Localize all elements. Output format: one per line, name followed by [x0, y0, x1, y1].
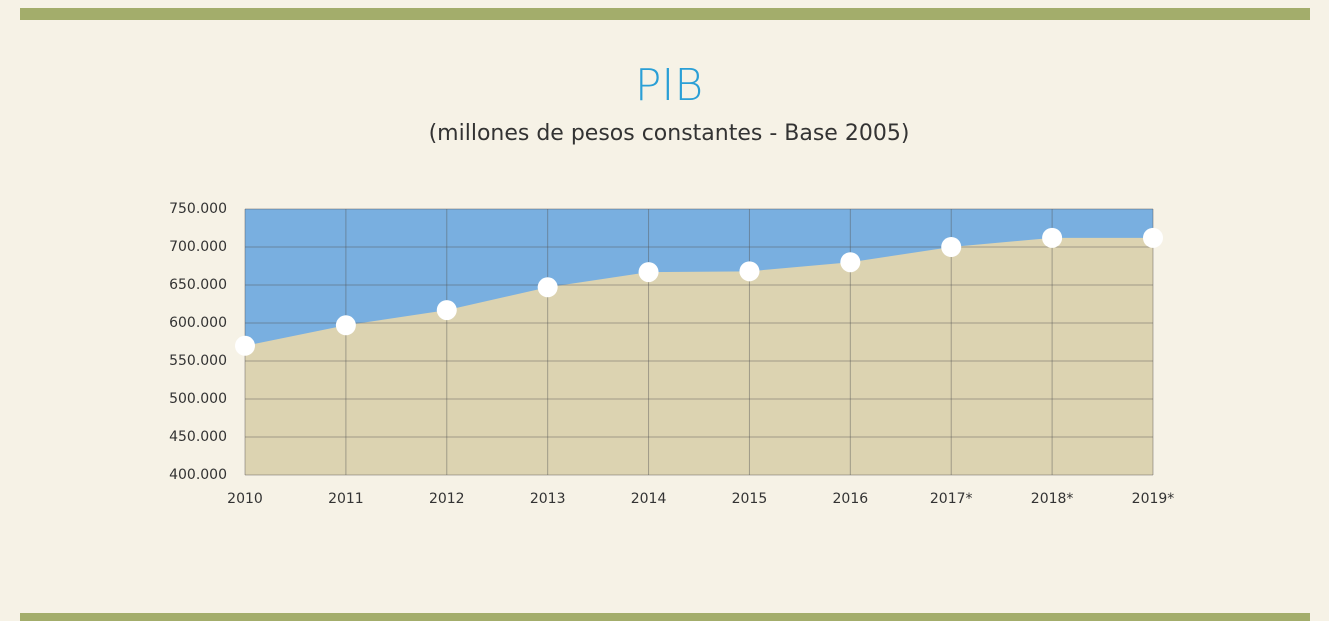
x-tick-label: 2017* — [930, 491, 973, 507]
data-point — [941, 237, 962, 257]
y-tick-label: 750.000 — [169, 201, 227, 217]
data-point — [537, 277, 558, 298]
chart-subtitle: (millones de pesos constantes - Base 200… — [429, 121, 910, 146]
data-point — [235, 335, 255, 356]
data-point — [436, 300, 457, 321]
top-band — [20, 8, 1310, 20]
x-tick-label: 2011 — [328, 491, 364, 507]
data-point — [638, 262, 659, 283]
x-tick-label: 2015 — [732, 491, 768, 507]
y-tick-label: 550.000 — [169, 353, 227, 369]
data-point — [1042, 227, 1063, 248]
x-tick-label: 2010 — [227, 491, 263, 507]
data-point — [840, 252, 861, 273]
y-tick-label: 400.000 — [169, 467, 227, 483]
y-tick-label: 450.000 — [169, 429, 227, 445]
y-tick-label: 650.000 — [169, 277, 227, 293]
y-tick-label: 500.000 — [169, 391, 227, 407]
data-point — [1143, 227, 1163, 248]
area — [245, 237, 1153, 475]
chart-title: PIB — [635, 60, 703, 111]
data-point — [335, 315, 356, 336]
x-tick-label: 2012 — [429, 491, 465, 507]
x-tick-label: 2014 — [631, 491, 667, 507]
x-tick-label: 2018* — [1031, 491, 1074, 507]
x-tick-label: 2013 — [530, 491, 566, 507]
y-tick-label: 700.000 — [169, 239, 227, 255]
y-tick-label: 600.000 — [169, 315, 227, 331]
x-tick-label: 2016 — [833, 491, 869, 507]
data-point — [739, 261, 760, 282]
x-tick-label: 2019* — [1132, 491, 1175, 507]
bottom-band — [20, 613, 1310, 621]
